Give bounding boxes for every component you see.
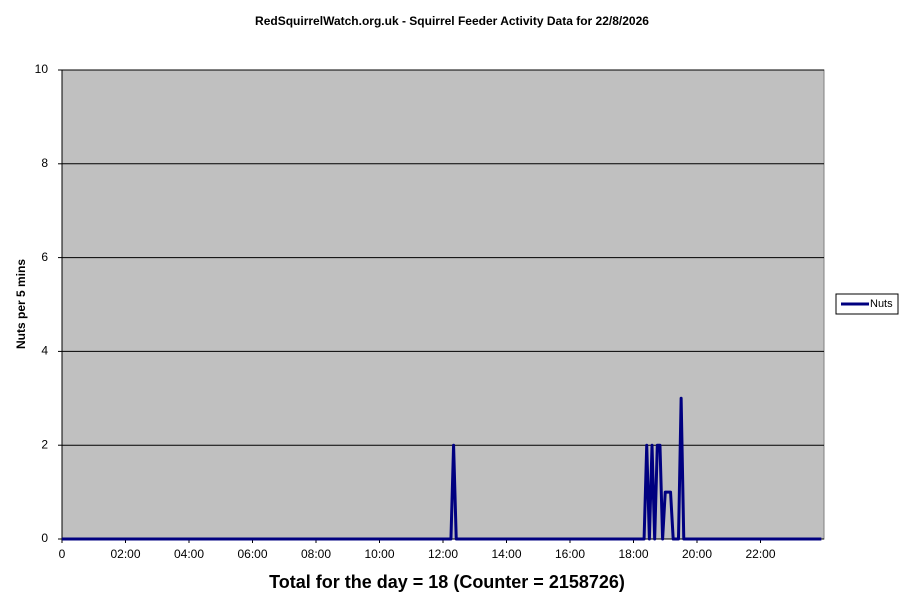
x-tick-label: 16:00 [555, 547, 585, 561]
total-annotation: Total for the day = 18 (Counter = 215872… [269, 572, 625, 592]
legend-label: Nuts [870, 298, 893, 310]
y-axis-label: Nuts per 5 mins [14, 259, 28, 349]
x-tick-label: 22:00 [745, 547, 775, 561]
plot-area [61, 69, 825, 540]
x-tick-label: 18:00 [618, 547, 648, 561]
x-tick-label: 12:00 [428, 547, 458, 561]
x-tick-label: 10:00 [364, 547, 394, 561]
y-tick-label: 6 [41, 250, 48, 264]
x-tick-label: 20:00 [682, 547, 712, 561]
y-tick-label: 10 [35, 62, 49, 76]
y-tick-label: 4 [41, 344, 48, 358]
x-tick-label: 02:00 [110, 547, 140, 561]
x-tick-label: 0 [59, 547, 66, 561]
y-tick-label: 0 [41, 531, 48, 545]
x-tick-label: 08:00 [301, 547, 331, 561]
x-tick-label: 06:00 [237, 547, 267, 561]
y-tick-label: 8 [41, 156, 48, 170]
series-line [62, 396, 822, 541]
chart-title: RedSquirrelWatch.org.uk - Squirrel Feede… [255, 14, 649, 28]
y-tick-label: 2 [41, 437, 48, 451]
x-tick-label: 14:00 [491, 547, 521, 561]
x-tick-label: 04:00 [174, 547, 204, 561]
